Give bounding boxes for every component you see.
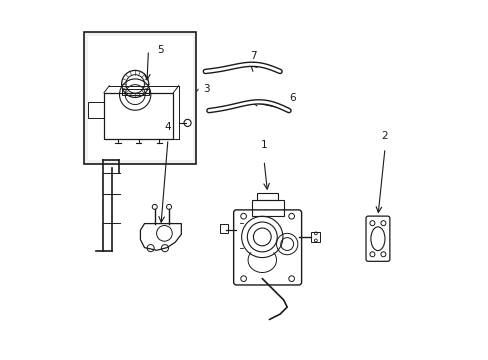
- Bar: [310, 231, 320, 242]
- Bar: [220, 225, 227, 233]
- Bar: [88, 102, 104, 118]
- Text: 2: 2: [381, 131, 387, 141]
- Text: 6: 6: [288, 94, 295, 103]
- Text: 5: 5: [157, 45, 163, 55]
- Bar: [88, 36, 192, 161]
- Bar: [122, 89, 148, 95]
- Bar: [251, 200, 283, 216]
- Bar: [104, 93, 173, 139]
- Text: 1: 1: [260, 140, 267, 150]
- Text: 4: 4: [164, 122, 171, 132]
- Text: 7: 7: [249, 51, 256, 61]
- Bar: [256, 193, 278, 200]
- Bar: [84, 32, 196, 164]
- Text: 3: 3: [203, 84, 210, 94]
